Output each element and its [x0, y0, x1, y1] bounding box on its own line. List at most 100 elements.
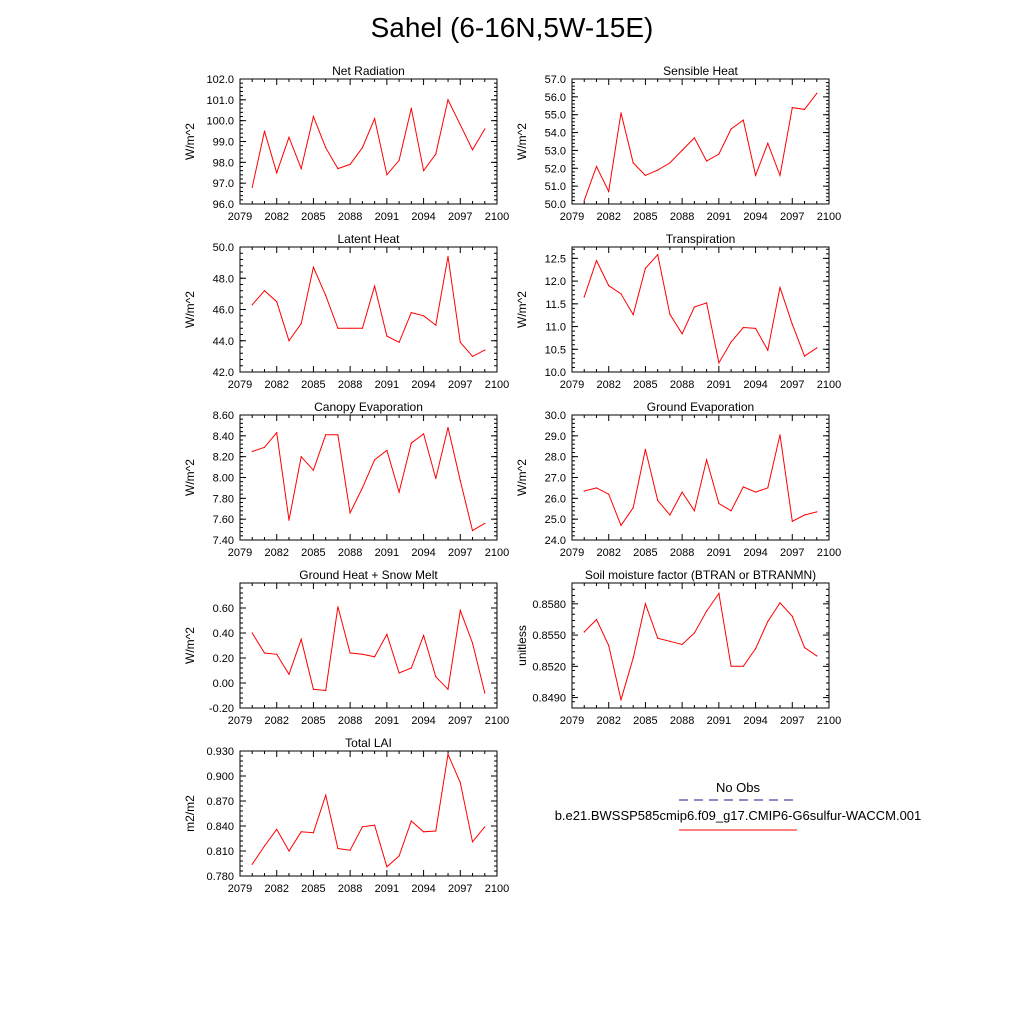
data-point — [742, 326, 744, 329]
data-point — [657, 254, 659, 256]
chart-panel-3: Latent Heat W/m^2 2079 2082 2085 2088 2091 2094… — [183, 232, 509, 391]
y-axis-label: W/m^2 — [515, 459, 529, 496]
data-point — [447, 753, 449, 755]
data-point — [349, 652, 351, 654]
data-point — [459, 782, 461, 784]
y-tick-label: 30.0 — [545, 410, 566, 422]
x-tick-label: 2091 — [375, 715, 399, 727]
data-point — [693, 510, 696, 512]
data-point — [435, 676, 437, 678]
x-tick-label: 2097 — [780, 379, 804, 391]
x-tick-label: 2079 — [228, 883, 252, 895]
plot-frame — [239, 582, 498, 709]
data-point — [484, 349, 486, 351]
data-point — [337, 606, 339, 608]
data-point — [361, 147, 363, 149]
data-point — [718, 153, 720, 155]
x-tick-label: 2079 — [228, 211, 252, 223]
data-point — [300, 323, 302, 325]
x-tick-label: 2088 — [338, 715, 362, 727]
data-point — [471, 149, 474, 151]
data-point — [742, 665, 744, 667]
x-tick-label: 2079 — [560, 715, 584, 727]
x-tick-label: 2085 — [301, 883, 325, 895]
data-point — [471, 841, 474, 843]
y-tick-label: 11.5 — [545, 299, 566, 311]
x-tick-label: 2082 — [596, 379, 620, 391]
data-point — [608, 190, 610, 193]
data-point — [288, 340, 290, 342]
y-tick-label: 46.0 — [213, 305, 234, 317]
data-point — [325, 147, 327, 149]
x-tick-label: 2097 — [448, 715, 472, 727]
x-tick-label: 2085 — [633, 715, 657, 727]
data-point — [693, 137, 696, 139]
data-point — [447, 99, 449, 101]
y-tick-label: -0.20 — [209, 703, 234, 715]
data-point — [361, 327, 363, 329]
data-point — [410, 667, 412, 669]
data-point — [620, 699, 622, 701]
data-point — [583, 631, 585, 633]
data-point — [595, 618, 598, 621]
x-tick-label: 2100 — [817, 715, 841, 727]
data-point — [263, 446, 266, 448]
plot-frame — [239, 246, 498, 373]
y-tick-label: 7.40 — [213, 535, 234, 547]
x-tick-label: 2091 — [707, 379, 731, 391]
series-line — [251, 752, 486, 868]
data-point — [398, 159, 400, 161]
y-tick-label: 52.0 — [545, 163, 566, 175]
y-tick-label: 0.780 — [206, 871, 234, 883]
data-point — [583, 490, 585, 492]
x-tick-label: 2100 — [485, 715, 509, 727]
data-point — [386, 866, 388, 868]
data-point — [447, 426, 449, 429]
x-tick-label: 2100 — [817, 547, 841, 559]
x-tick-label: 2094 — [411, 547, 435, 559]
data-point — [423, 170, 425, 172]
data-point — [410, 820, 412, 822]
data-point — [263, 290, 266, 292]
y-tick-label: 0.8580 — [532, 599, 566, 611]
y-tick-label: 24.0 — [545, 535, 566, 547]
x-tick-label: 2085 — [633, 211, 657, 223]
data-point — [300, 831, 302, 833]
y-axis-label: W/m^2 — [515, 291, 529, 328]
x-tick-label: 2082 — [596, 715, 620, 727]
data-point — [325, 434, 327, 436]
data-point — [471, 355, 474, 357]
x-tick-label: 2100 — [485, 883, 509, 895]
data-point — [767, 620, 769, 623]
chart-title: Ground Heat + Snow Melt — [299, 568, 438, 582]
data-point — [644, 448, 647, 450]
data-point — [791, 323, 793, 325]
plot-frame — [571, 414, 830, 541]
y-tick-label: 54.0 — [545, 128, 566, 140]
data-point — [484, 522, 486, 524]
data-point — [718, 362, 720, 364]
chart-title: Transpiration — [666, 232, 736, 246]
legend: No Obs b.e21.BWSSP585cmip6.f09_g17.CMIP6-… — [555, 780, 921, 831]
y-tick-label: 0.40 — [213, 628, 234, 640]
data-point — [755, 174, 757, 176]
x-tick-label: 2088 — [338, 211, 362, 223]
data-point — [410, 442, 412, 444]
y-tick-label: 7.60 — [213, 514, 234, 526]
data-point — [620, 112, 622, 114]
data-point — [779, 602, 781, 604]
data-point — [312, 266, 314, 268]
legend-obs-label: No Obs — [716, 780, 761, 795]
data-point — [361, 826, 363, 828]
data-point — [423, 315, 425, 317]
data-point — [312, 115, 314, 118]
y-tick-label: 8.40 — [213, 431, 234, 443]
y-tick-label: 8.20 — [213, 452, 234, 464]
x-tick-label: 2097 — [780, 547, 804, 559]
x-tick-label: 2091 — [707, 211, 731, 223]
x-tick-label: 2085 — [633, 547, 657, 559]
y-tick-label: 0.900 — [206, 771, 234, 783]
data-point — [374, 118, 376, 120]
series-line — [251, 606, 486, 694]
chart-title: Total LAI — [345, 736, 392, 750]
